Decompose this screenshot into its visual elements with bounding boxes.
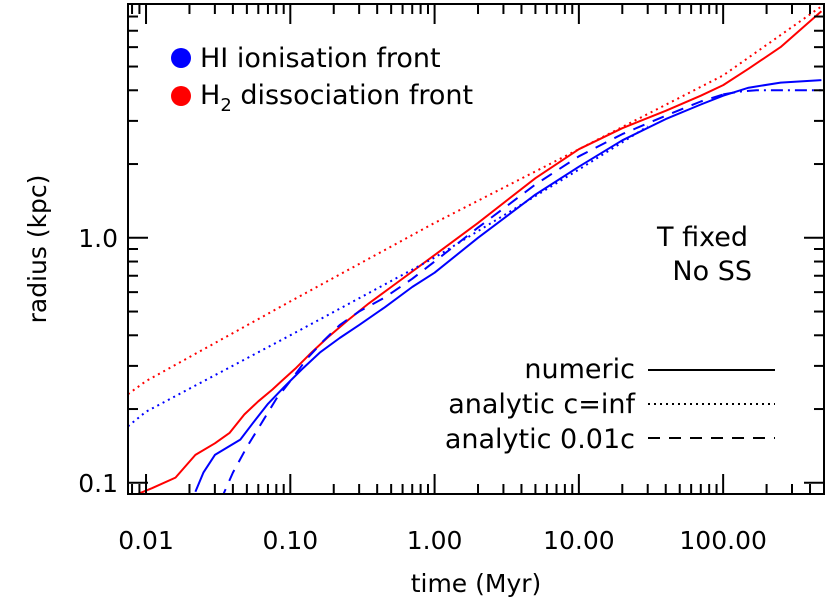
legend-label-numeric: numeric	[524, 354, 635, 385]
y-tick-label: 1.0	[78, 224, 118, 253]
x-tick-label: 0.01	[118, 526, 174, 555]
legend-label-h2: H2 dissociation front	[200, 80, 473, 116]
legend-label-h2-main: H	[200, 80, 220, 111]
x-tick-label: 100.00	[679, 526, 766, 555]
ticks-layer	[128, 3, 825, 495]
x-tick-label: 10.00	[543, 526, 615, 555]
y-axis-title: radius (kpc)	[23, 175, 52, 324]
style-legend: numeric analytic c=inf analytic 0.01c	[445, 354, 775, 455]
annotation-line-1: T fixed	[656, 222, 748, 253]
legend-label-h2-sub: 2	[220, 95, 231, 116]
legend-label-analytic-inf: analytic c=inf	[448, 389, 636, 420]
legend-dot-h2	[171, 86, 191, 106]
color-legend: HI ionisation front H2 dissociation fron…	[171, 43, 473, 116]
annotation: T fixed No SS	[656, 222, 752, 287]
legend-dot-hi	[171, 48, 191, 68]
series-line-0-solid	[194, 79, 822, 493]
x-tick-label: 1.00	[407, 526, 463, 555]
series-line-1-solid	[135, 10, 823, 494]
series-line-5-dashdot	[723, 89, 822, 96]
x-axis-title: time (Myr)	[411, 569, 542, 598]
series-line-2-dotted	[128, 125, 649, 428]
annotation-line-2: No SS	[672, 256, 752, 287]
legend-label-hi: HI ionisation front	[200, 43, 441, 74]
tick-labels-layer: 0.01 0.10 1.00 10.00 100.00 0.1 1.0	[78, 224, 767, 555]
x-tick-label: 0.10	[262, 526, 318, 555]
series-layer	[128, 5, 823, 494]
y-tick-label: 0.1	[78, 469, 118, 498]
legend-label-analytic-001c: analytic 0.01c	[445, 424, 635, 455]
series-line-4-dashed	[222, 93, 724, 494]
legend-label-h2-rest: dissociation front	[232, 80, 473, 111]
